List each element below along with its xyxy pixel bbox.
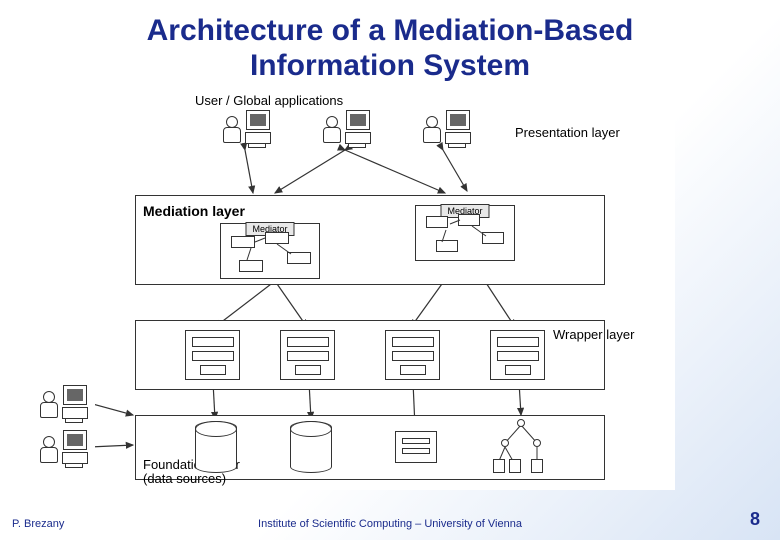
user-top-1: [320, 110, 370, 148]
wrapper-3: [490, 330, 545, 380]
title-line-1: Architecture of a Mediation-Based: [0, 14, 780, 49]
user-left-1: [37, 430, 87, 468]
db-cylinder-1: [290, 421, 332, 473]
user-left-0: [37, 385, 87, 423]
wrapper-2: [385, 330, 440, 380]
footer-institute: Institute of Scientific Computing – Univ…: [258, 518, 522, 530]
label-wrapper: Wrapper layer: [553, 327, 634, 342]
footer-page: 8: [750, 509, 760, 530]
mediator-0: Mediator: [220, 223, 320, 279]
wrapper-0: [185, 330, 240, 380]
wrapper-1: [280, 330, 335, 380]
db-cylinder-0: [195, 421, 237, 473]
footer-author: P. Brezany: [12, 518, 64, 530]
mediator-1: Mediator: [415, 205, 515, 261]
label-mediation: Mediation layer: [143, 203, 245, 219]
title-line-2: Information System: [0, 49, 780, 84]
user-top-2: [420, 110, 470, 148]
label-users: User / Global applications: [195, 93, 343, 108]
label-foundation-2: (data sources): [143, 471, 226, 486]
datasource-tree: [493, 417, 553, 475]
architecture-diagram: User / Global applications Presentation l…: [95, 95, 675, 490]
label-presentation: Presentation layer: [515, 125, 620, 140]
datasource-box: [395, 431, 437, 463]
user-top-0: [220, 110, 270, 148]
